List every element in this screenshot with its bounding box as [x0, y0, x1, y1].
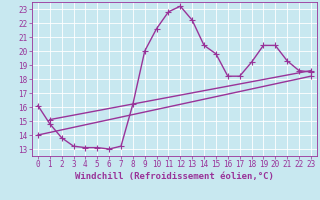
X-axis label: Windchill (Refroidissement éolien,°C): Windchill (Refroidissement éolien,°C): [75, 172, 274, 181]
